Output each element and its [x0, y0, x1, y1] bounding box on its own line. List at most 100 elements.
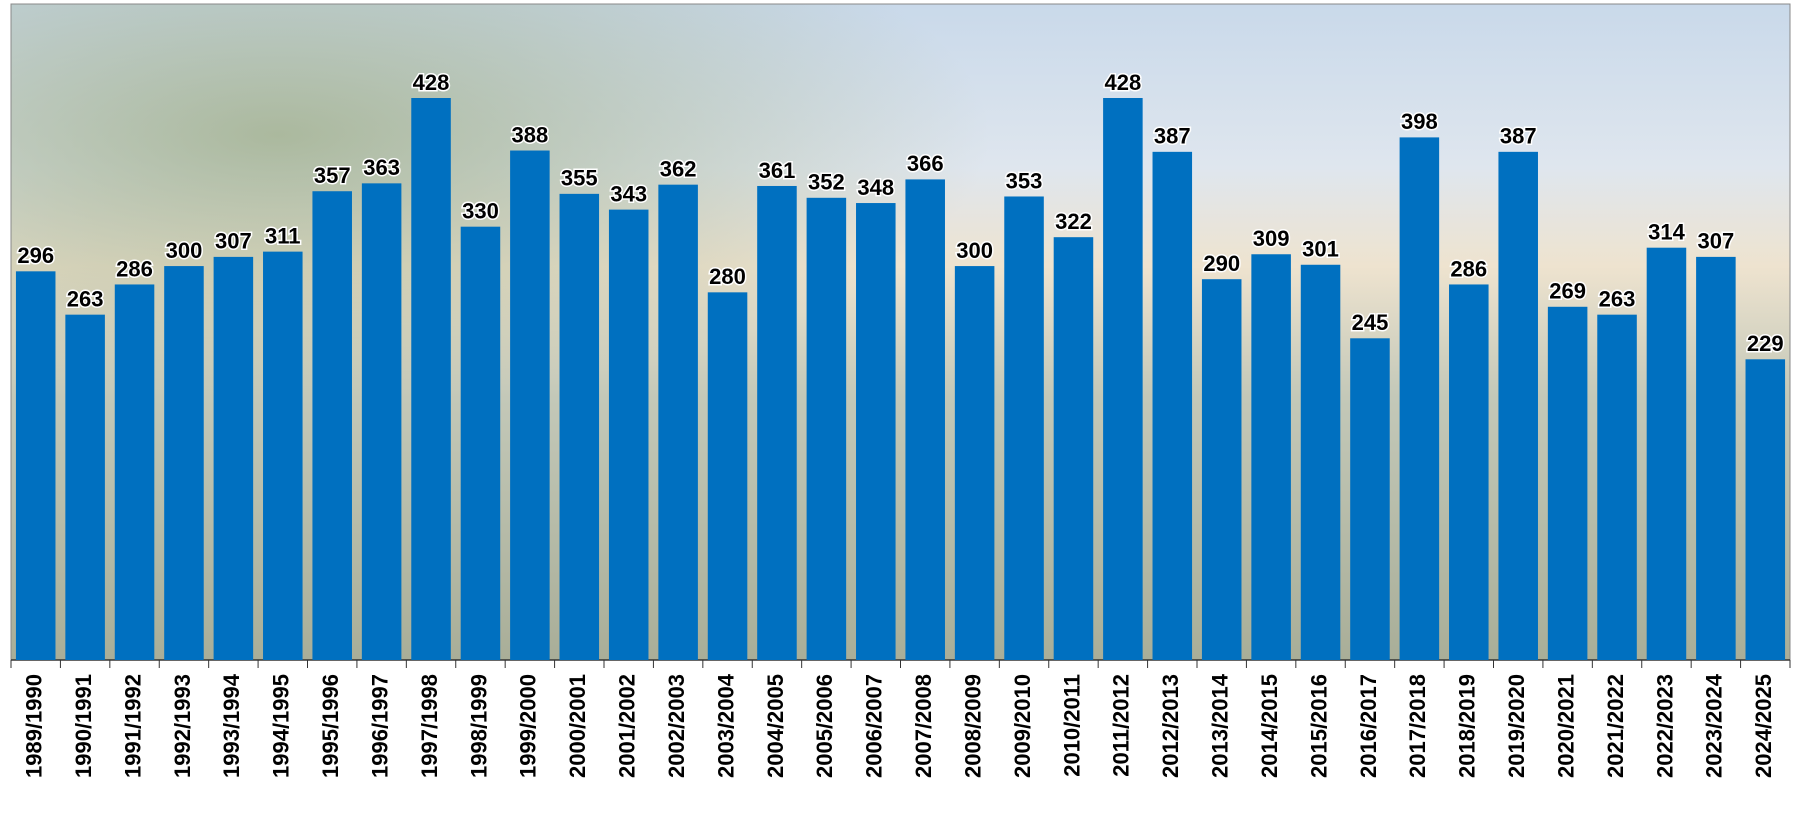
bar [807, 198, 847, 660]
x-tick-label: 1993/1994 [219, 673, 244, 778]
bar [65, 315, 105, 660]
data-label: 269 [1549, 279, 1586, 304]
bar [609, 210, 649, 660]
bar [312, 191, 352, 660]
x-tick-label: 1991/1992 [120, 674, 145, 778]
x-tick-label: 2012/2013 [1158, 674, 1183, 778]
data-label: 263 [67, 286, 104, 311]
bar [1548, 307, 1588, 660]
bar [905, 179, 945, 660]
data-label: 363 [363, 155, 400, 180]
x-tick-label: 2004/2005 [763, 674, 788, 778]
bar [1597, 315, 1637, 660]
bar [214, 257, 254, 660]
bar [856, 203, 896, 660]
data-label: 357 [314, 163, 351, 188]
x-tick-label: 2015/2016 [1306, 674, 1331, 778]
x-tick-label: 2019/2020 [1504, 674, 1529, 778]
x-tick-label: 1998/1999 [466, 674, 491, 778]
bar [461, 227, 501, 660]
data-label: 322 [1055, 209, 1092, 234]
x-tick-label: 2017/2018 [1405, 674, 1430, 778]
bar [164, 266, 204, 660]
x-tick-label: 2021/2022 [1603, 674, 1628, 778]
x-tick-label: 2009/2010 [1010, 674, 1035, 778]
data-label: 311 [265, 223, 301, 248]
data-label: 301 [1302, 237, 1339, 262]
bar [1103, 98, 1143, 660]
x-tick-label: 2003/2004 [713, 673, 738, 778]
bar [658, 185, 698, 660]
data-label: 428 [1105, 70, 1142, 95]
data-label: 286 [1450, 256, 1487, 281]
data-label: 300 [956, 238, 993, 263]
x-tick-label: 2001/2002 [615, 674, 640, 778]
x-tick-label: 2024/2025 [1751, 674, 1776, 778]
data-label: 307 [215, 229, 252, 254]
bar [1202, 279, 1242, 660]
bar [1449, 284, 1489, 660]
x-tick-label: 2000/2001 [565, 674, 590, 778]
x-tick-label: 2008/2009 [960, 674, 985, 778]
x-tick-label: 2018/2019 [1455, 674, 1480, 778]
x-tick-label: 2014/2015 [1257, 674, 1282, 778]
x-tick-label: 2011/2012 [1109, 674, 1134, 777]
x-tick-label: 2006/2007 [862, 674, 887, 778]
bar [955, 266, 995, 660]
data-label: 296 [17, 243, 54, 268]
bar [1746, 359, 1786, 660]
data-label: 387 [1500, 124, 1537, 149]
x-tick-label: 1999/2000 [516, 674, 541, 778]
x-tick-label: 1997/1998 [417, 674, 442, 778]
bar [16, 271, 56, 660]
x-tick-label: 2016/2017 [1356, 674, 1381, 778]
x-tick-label: 2013/2014 [1208, 673, 1233, 778]
data-label: 300 [166, 238, 203, 263]
data-label: 352 [808, 170, 845, 195]
x-tick-label: 2022/2023 [1652, 674, 1677, 778]
x-tick-label: 1995/1996 [318, 674, 343, 778]
data-label: 330 [462, 198, 499, 223]
bar [708, 292, 748, 660]
data-label: 290 [1203, 251, 1240, 276]
bar [1004, 196, 1044, 660]
bar [510, 151, 550, 660]
data-label: 314 [1648, 220, 1685, 245]
data-label: 229 [1747, 331, 1784, 356]
x-tick-label: 1989/1990 [22, 674, 47, 778]
chart: 2961989/19902631990/19912861991/19923001… [0, 0, 1801, 817]
bar [1350, 338, 1390, 660]
data-label: 387 [1154, 124, 1191, 149]
data-label: 361 [759, 158, 796, 183]
data-label: 280 [709, 264, 746, 289]
bar [560, 194, 600, 660]
data-label: 309 [1253, 226, 1290, 251]
data-label: 348 [857, 175, 894, 200]
data-label: 263 [1599, 286, 1636, 311]
bar [1251, 254, 1291, 660]
data-label: 388 [512, 122, 549, 147]
bar [115, 284, 155, 660]
bar [1301, 265, 1341, 660]
x-tick-label: 2005/2006 [812, 674, 837, 778]
x-tick-label: 2023/2024 [1702, 673, 1727, 778]
data-label: 428 [413, 70, 450, 95]
data-label: 355 [561, 166, 598, 191]
x-tick-label: 2007/2008 [911, 674, 936, 778]
data-label: 286 [116, 256, 153, 281]
page: 2961989/19902631990/19912861991/19923001… [0, 0, 1801, 817]
bar [362, 183, 402, 660]
bar [1498, 152, 1538, 660]
data-label: 245 [1352, 310, 1389, 335]
x-tick-label: 2010/2011 [1059, 674, 1084, 777]
data-label: 353 [1006, 168, 1043, 193]
data-label: 366 [907, 151, 944, 176]
bar [263, 252, 303, 660]
x-tick-label: 1992/1993 [170, 674, 195, 778]
data-label: 307 [1698, 229, 1735, 254]
data-label: 343 [610, 181, 647, 206]
bar [1153, 152, 1193, 660]
data-label: 362 [660, 156, 697, 181]
bar [1696, 257, 1736, 660]
bar [757, 186, 797, 660]
